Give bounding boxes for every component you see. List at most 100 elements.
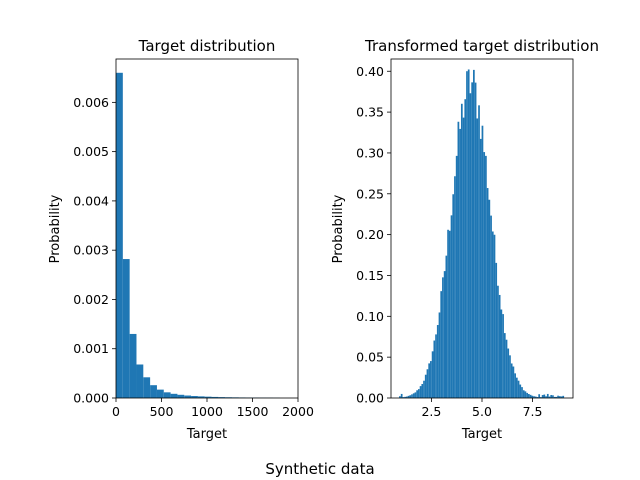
right-histogram-bar <box>497 285 499 398</box>
right-histogram-bar <box>469 93 472 399</box>
right-histogram-bar <box>402 397 405 398</box>
right-histogram-bar <box>431 351 434 398</box>
right-histogram-bar <box>543 394 546 398</box>
left-histogram-bar <box>170 393 178 398</box>
right-histogram-bar <box>473 69 475 398</box>
right-histogram-bar <box>404 396 406 398</box>
right-histogram-bar <box>529 394 532 398</box>
right-histogram-bar <box>450 215 453 398</box>
right-x-tick-label: 7.5 <box>523 404 543 419</box>
right-histogram-bar <box>540 397 542 398</box>
left-histogram-bar <box>122 259 130 398</box>
right-histogram-bar <box>509 355 511 398</box>
right-histogram-bar <box>541 395 544 398</box>
left-x-tick-label: 1500 <box>237 404 269 419</box>
right-histogram-bar <box>419 386 422 398</box>
right-histogram-bar <box>455 155 458 398</box>
right-histogram-bar <box>557 395 559 398</box>
right-histogram-bar <box>430 361 432 398</box>
left-y-ticks: 0.000 0.001 0.002 0.003 0.004 0.005 0.006 <box>73 95 116 406</box>
right-histogram-bar <box>503 333 506 398</box>
right-x-axis-label: Target <box>461 427 502 442</box>
right-histogram-bar <box>514 373 516 398</box>
right-histogram-bar <box>502 314 504 398</box>
right-histogram-bar <box>500 309 503 398</box>
right-histogram-bar <box>460 103 463 398</box>
right-y-tick-label: 0.30 <box>356 145 384 160</box>
left-histogram-bar <box>191 396 198 398</box>
right-histogram-bar <box>553 396 556 398</box>
right-histogram-bar <box>481 125 484 399</box>
right-histogram-bar <box>445 255 448 398</box>
left-histogram-bar <box>197 396 205 398</box>
left-histogram-bar <box>150 385 157 398</box>
right-histogram-bar <box>467 69 470 398</box>
right-histogram-bar <box>459 128 461 399</box>
left-y-tick-label: 0.005 <box>73 144 109 159</box>
right-x-tick-label: 5.0 <box>472 404 492 419</box>
left-histogram-bar <box>116 72 123 398</box>
right-histogram-bar <box>464 99 467 398</box>
right-histogram-bars <box>399 69 565 399</box>
right-histogram-bar <box>428 363 431 398</box>
right-histogram-bar <box>414 392 417 398</box>
right-y-tick-label: 0.25 <box>356 186 384 201</box>
right-histogram-bar <box>423 380 425 398</box>
left-x-tick-label: 1000 <box>191 404 223 419</box>
right-histogram-bar <box>478 105 480 398</box>
right-histogram-bar <box>400 393 403 398</box>
right-histogram-bar <box>507 348 510 398</box>
left-histogram-bar <box>156 389 164 398</box>
figure-suptitle: Synthetic data <box>265 460 374 478</box>
right-histogram-bar <box>447 229 449 398</box>
right-y-tick-label: 0.20 <box>356 227 384 242</box>
right-histogram-bar <box>399 396 401 398</box>
right-histogram-bar <box>558 396 561 398</box>
right-x-ticks: 2.5 5.0 7.5 <box>421 398 543 419</box>
right-histogram-bar <box>440 291 443 398</box>
right-histogram-bar <box>562 395 565 398</box>
right-histogram-bar <box>407 395 410 398</box>
right-histogram-bar <box>538 394 541 398</box>
right-histogram-bar <box>452 194 455 398</box>
right-histogram-bar <box>519 384 522 398</box>
right-histogram-bar <box>479 138 482 398</box>
left-x-axis-label: Target <box>186 427 227 442</box>
right-y-tick-label: 0.05 <box>356 350 384 365</box>
right-histogram-bar <box>534 396 537 398</box>
right-y-tick-label: 0.40 <box>356 64 384 79</box>
left-y-tick-label: 0.006 <box>73 95 109 110</box>
right-histogram-bar <box>495 262 498 398</box>
right-histogram-bar <box>483 152 486 398</box>
right-histogram-bar <box>433 340 436 398</box>
right-histogram-bar <box>517 380 520 398</box>
right-histogram-bar <box>533 396 535 398</box>
left-histogram-bar <box>177 394 185 398</box>
left-histogram-bars <box>116 72 280 398</box>
right-histogram-bar <box>462 117 465 398</box>
right-histogram-bar <box>536 397 539 398</box>
right-histogram-bar <box>546 393 549 398</box>
right-histogram-bar <box>548 396 551 398</box>
right-histogram-bar <box>526 392 529 398</box>
left-y-tick-label: 0.002 <box>73 292 109 307</box>
right-histogram-bar <box>436 325 439 398</box>
right-histogram-bar <box>528 394 530 398</box>
right-chart-title: Transformed target distribution <box>364 37 599 55</box>
right-y-tick-label: 0.00 <box>356 391 384 406</box>
right-histogram-bar <box>435 334 437 398</box>
right-histogram-bar <box>409 395 412 398</box>
right-histogram-bar <box>417 389 420 398</box>
right-histogram-bar <box>510 363 513 398</box>
left-x-tick-label: 2000 <box>282 404 314 419</box>
right-histogram-bar <box>493 234 496 398</box>
right-histogram-bar <box>512 366 515 398</box>
right-histogram-bar <box>438 312 441 398</box>
right-histogram-bar <box>521 387 523 398</box>
left-x-tick-label: 0 <box>112 404 120 419</box>
right-histogram-bar <box>555 396 558 398</box>
left-y-tick-label: 0.004 <box>73 193 109 208</box>
right-histogram-bar <box>474 82 477 398</box>
right-histogram-bar <box>498 294 501 398</box>
